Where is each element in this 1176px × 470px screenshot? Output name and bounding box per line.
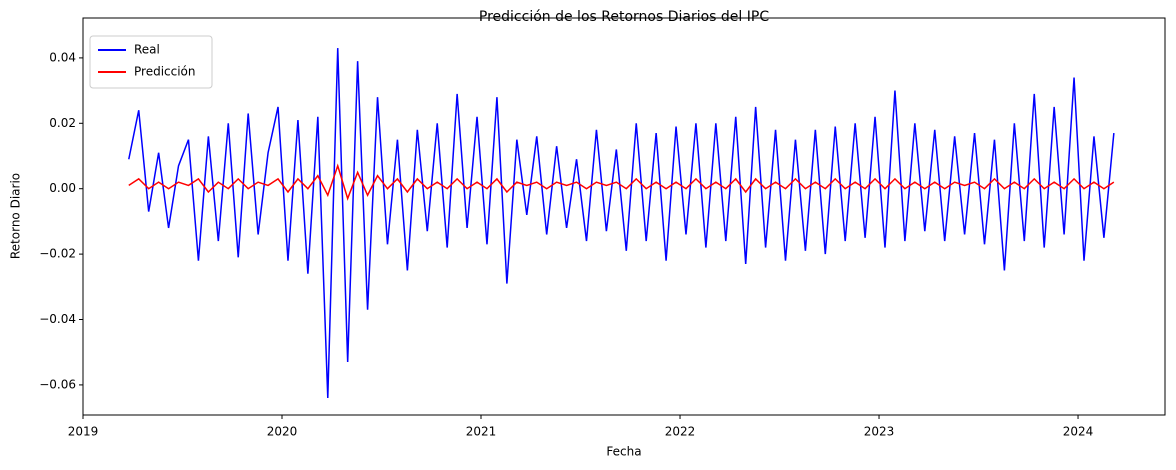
y-tick-label: 0.04: [49, 50, 76, 64]
x-tick-label: 2022: [665, 425, 696, 439]
legend-label: Real: [134, 43, 160, 57]
x-tick-label: 2021: [466, 425, 497, 439]
x-tick-label: 2020: [267, 425, 298, 439]
x-tick-label: 2019: [68, 425, 99, 439]
x-tick-label: 2024: [1063, 425, 1094, 439]
data-line: [128, 48, 1115, 399]
data-line: [128, 163, 1115, 201]
legend-label: Predicción: [134, 65, 196, 79]
y-tick-label: −0.04: [39, 312, 76, 326]
legend: Real Predicción: [89, 35, 213, 89]
y-axis-label: Retorno Diario: [9, 173, 23, 259]
x-axis-label: Fecha: [606, 445, 641, 459]
y-tick-label: 0.00: [49, 181, 76, 195]
y-tick-label: −0.06: [39, 377, 76, 391]
x-tick-label: 2023: [864, 425, 895, 439]
plot-frame: [82, 17, 1166, 416]
y-tick-label: 0.02: [49, 116, 76, 130]
y-tick-label: −0.02: [39, 247, 76, 261]
chart-title: Predicción de los Retornos Diarios del I…: [479, 9, 769, 25]
